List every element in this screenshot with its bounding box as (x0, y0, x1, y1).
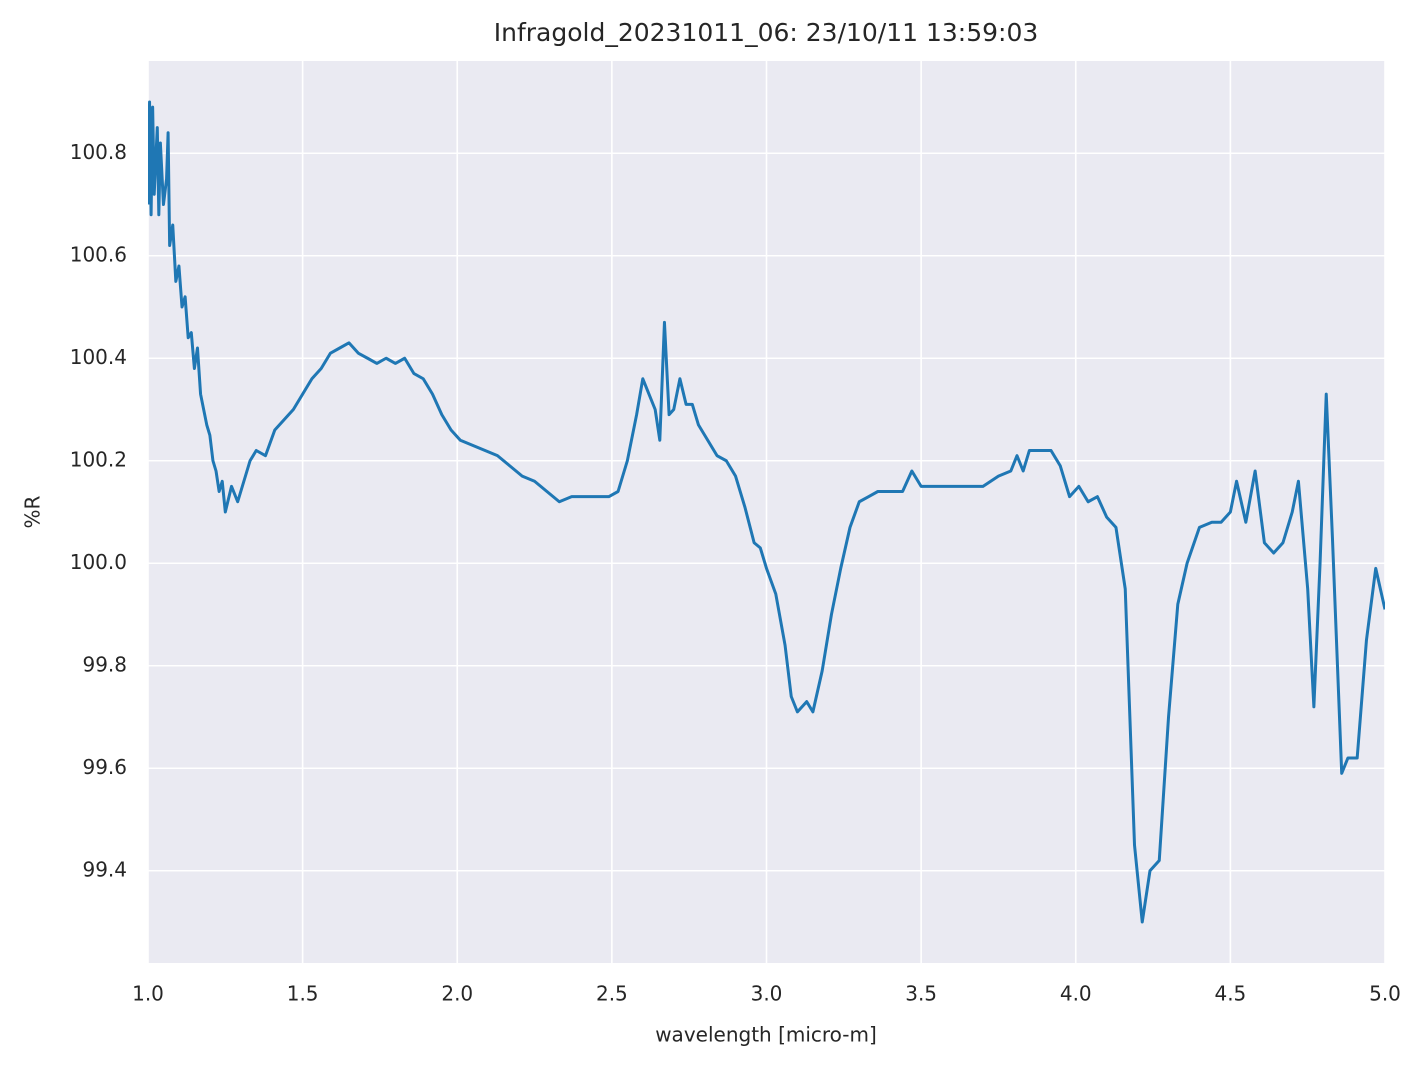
y-tick-label: 100.2 (70, 447, 127, 471)
y-tick-label: 100.4 (70, 345, 127, 369)
y-tick-label: 99.8 (82, 652, 127, 676)
grid (147, 61, 1386, 963)
x-tick-label: 1.0 (132, 982, 164, 1006)
chart-title: Infragold_20231011_06: 23/10/11 13:59:03 (494, 18, 1039, 47)
x-tick-label: 3.0 (751, 982, 783, 1006)
x-tick-label: 2.5 (596, 982, 628, 1006)
x-axis-label: wavelength [micro-m] (655, 1023, 877, 1047)
y-tick-label: 100.6 (70, 242, 127, 266)
x-tick-label: 5.0 (1369, 982, 1401, 1006)
x-tick-label: 4.5 (1214, 982, 1246, 1006)
x-tick-label: 1.5 (287, 982, 319, 1006)
y-tick-label: 99.4 (82, 857, 127, 881)
y-axis-label: %R (21, 495, 45, 528)
y-tick-label: 100.8 (70, 140, 127, 164)
x-tick-label: 2.0 (441, 982, 473, 1006)
x-tick-label: 3.5 (905, 982, 937, 1006)
data-line (148, 100, 1385, 924)
x-tick-label: 4.0 (1060, 982, 1092, 1006)
y-tick-label: 100.0 (70, 550, 127, 574)
y-tick-label: 99.6 (82, 755, 127, 779)
